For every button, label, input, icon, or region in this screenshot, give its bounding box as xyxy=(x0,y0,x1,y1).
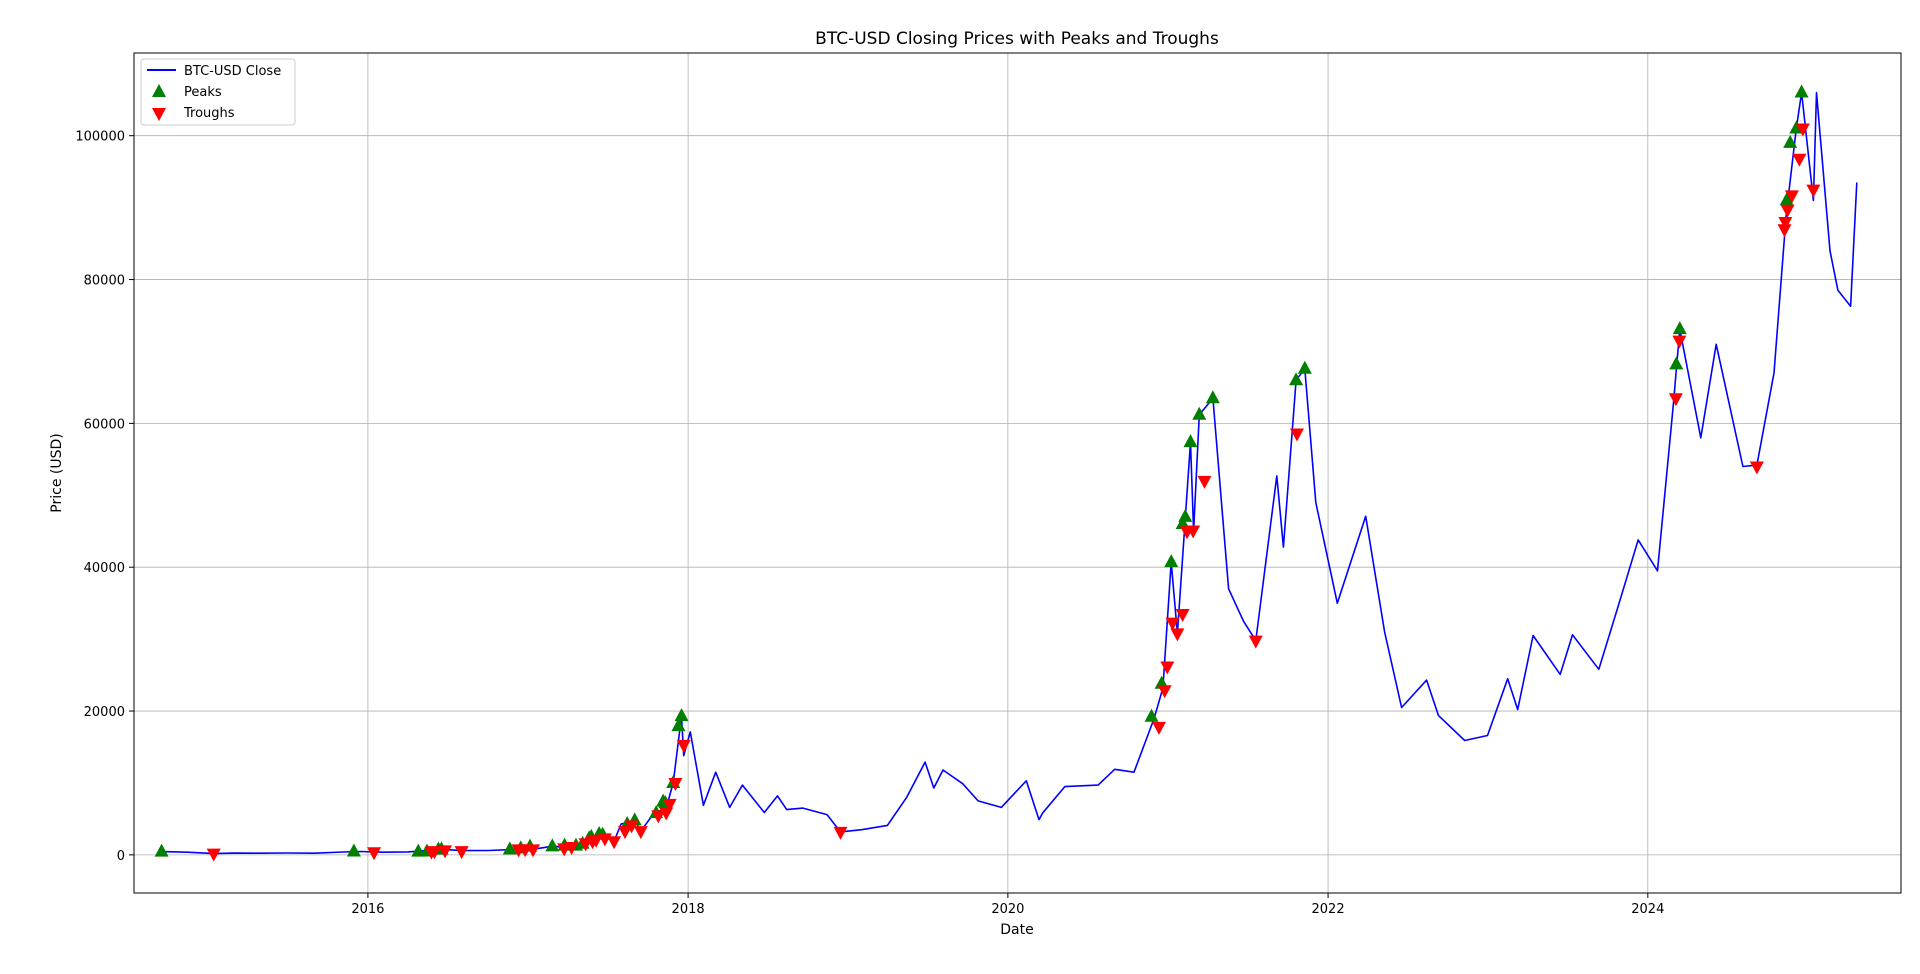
trough-marker xyxy=(206,848,221,862)
trough-marker xyxy=(367,847,382,861)
y-tick-label: 40000 xyxy=(84,561,125,576)
trough-marker xyxy=(1248,635,1263,649)
trough-marker xyxy=(662,798,677,812)
trough-marker xyxy=(1778,217,1793,231)
trough-marker xyxy=(676,739,691,753)
trough-marker xyxy=(454,846,469,860)
peak-marker xyxy=(1175,516,1190,530)
y-axis-ticks: 0 20000 40000 60000 80000 100000 xyxy=(75,130,134,864)
trough-marker xyxy=(1792,153,1807,167)
x-axis-ticks: 2016 2018 2020 2022 2024 xyxy=(351,893,1664,917)
trough-marker xyxy=(833,826,848,840)
trough-marker xyxy=(1165,617,1180,631)
trough-marker xyxy=(1795,123,1810,137)
peak-marker xyxy=(674,708,689,722)
peak-marker xyxy=(545,838,560,852)
trough-marker xyxy=(1749,461,1764,475)
trough-marker xyxy=(589,834,604,848)
legend-trough-marker xyxy=(152,108,166,121)
trough-marker xyxy=(564,841,579,855)
trough-marker xyxy=(1197,475,1212,489)
peak-marker xyxy=(502,841,517,855)
trough-marker xyxy=(607,836,622,850)
peak-marker xyxy=(1205,390,1220,404)
trough-marker xyxy=(1784,190,1799,204)
y-tick-label: 100000 xyxy=(75,130,125,145)
legend-peak-marker xyxy=(152,84,166,97)
trough-marker xyxy=(1289,428,1304,442)
peak-marker xyxy=(1164,554,1179,568)
trough-marker xyxy=(1672,335,1687,349)
peak-marker xyxy=(1669,356,1684,370)
peak-marker xyxy=(671,718,686,732)
x-tick-label: 2024 xyxy=(1631,902,1664,917)
peak-marker xyxy=(1178,508,1193,522)
legend-label-close: BTC-USD Close xyxy=(184,64,281,79)
trough-marker xyxy=(618,826,633,840)
trough-marker xyxy=(651,810,666,824)
peak-marker xyxy=(1192,406,1207,420)
peak-marker xyxy=(1289,372,1304,386)
trough-marker xyxy=(1780,204,1795,218)
trough-marker xyxy=(1777,224,1792,238)
trough-marker xyxy=(1170,628,1185,642)
peak-marker xyxy=(1794,84,1809,98)
trough-marker xyxy=(1175,608,1190,622)
legend: BTC-USD Close Peaks Troughs xyxy=(140,58,296,126)
y-tick-label: 20000 xyxy=(84,705,125,720)
trough-marker xyxy=(1668,393,1683,407)
legend-box xyxy=(140,58,296,126)
peak-marker xyxy=(1779,192,1794,206)
x-axis-label: Date xyxy=(1000,922,1033,938)
x-tick-label: 2022 xyxy=(1312,902,1345,917)
x-tick-label: 2016 xyxy=(351,902,384,917)
y-axis-label: Price (USD) xyxy=(49,433,65,512)
trough-marker xyxy=(526,844,541,858)
trough-markers xyxy=(206,123,1821,862)
peak-marker xyxy=(1183,434,1198,448)
y-tick-label: 0 xyxy=(117,849,125,864)
peak-marker xyxy=(1144,708,1159,722)
peak-marker xyxy=(154,843,169,857)
chart-title: BTC-USD Closing Prices with Peaks and Tr… xyxy=(815,29,1219,49)
legend-label-peaks: Peaks xyxy=(184,85,222,100)
plot-area-frame xyxy=(133,52,1902,894)
trough-marker xyxy=(1157,685,1172,699)
legend-label-troughs: Troughs xyxy=(183,106,235,121)
peak-marker xyxy=(1783,134,1798,148)
trough-marker xyxy=(633,826,648,840)
x-tick-label: 2018 xyxy=(672,902,705,917)
peak-marker xyxy=(1297,360,1312,374)
trough-marker xyxy=(437,845,452,859)
x-tick-label: 2020 xyxy=(991,902,1024,917)
trough-marker xyxy=(1160,661,1175,675)
trough-marker xyxy=(427,846,442,860)
trough-marker xyxy=(1186,525,1201,539)
y-tick-label: 80000 xyxy=(84,274,125,289)
trough-marker xyxy=(624,820,639,834)
trough-marker xyxy=(1151,721,1166,735)
y-tick-label: 60000 xyxy=(84,417,125,432)
trough-marker xyxy=(668,777,683,791)
peak-marker xyxy=(1672,321,1687,335)
peak-marker xyxy=(346,843,361,857)
trough-marker xyxy=(1806,184,1821,198)
